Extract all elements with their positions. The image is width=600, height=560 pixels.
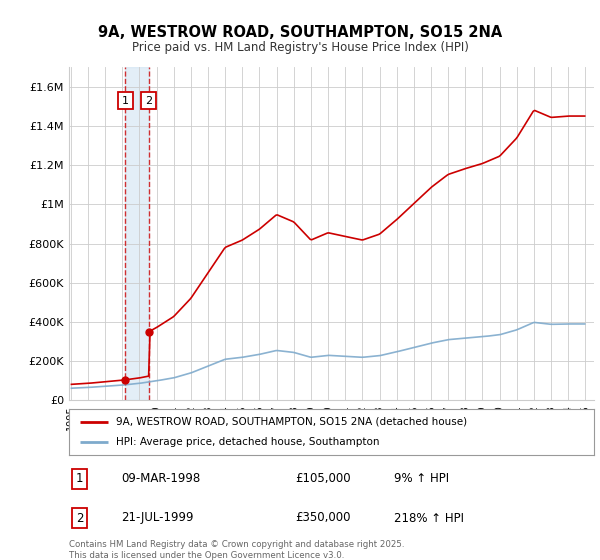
Text: 9A, WESTROW ROAD, SOUTHAMPTON, SO15 2NA: 9A, WESTROW ROAD, SOUTHAMPTON, SO15 2NA	[98, 25, 502, 40]
Text: 2: 2	[145, 96, 152, 105]
Text: £105,000: £105,000	[295, 472, 350, 486]
Text: 9% ↑ HPI: 9% ↑ HPI	[395, 472, 449, 486]
Text: HPI: Average price, detached house, Southampton: HPI: Average price, detached house, Sout…	[116, 437, 380, 447]
Text: 218% ↑ HPI: 218% ↑ HPI	[395, 511, 464, 525]
Text: 1: 1	[122, 96, 129, 105]
Text: 9A, WESTROW ROAD, SOUTHAMPTON, SO15 2NA (detached house): 9A, WESTROW ROAD, SOUTHAMPTON, SO15 2NA …	[116, 417, 467, 427]
Text: Contains HM Land Registry data © Crown copyright and database right 2025.
This d: Contains HM Land Registry data © Crown c…	[69, 540, 404, 559]
Text: 2: 2	[76, 511, 83, 525]
Bar	[125, 67, 149, 400]
Text: 09-MAR-1998: 09-MAR-1998	[121, 472, 201, 486]
Text: 21-JUL-1999: 21-JUL-1999	[121, 511, 194, 525]
Text: Price paid vs. HM Land Registry's House Price Index (HPI): Price paid vs. HM Land Registry's House …	[131, 40, 469, 54]
Text: 1: 1	[76, 472, 83, 486]
Text: £350,000: £350,000	[295, 511, 350, 525]
